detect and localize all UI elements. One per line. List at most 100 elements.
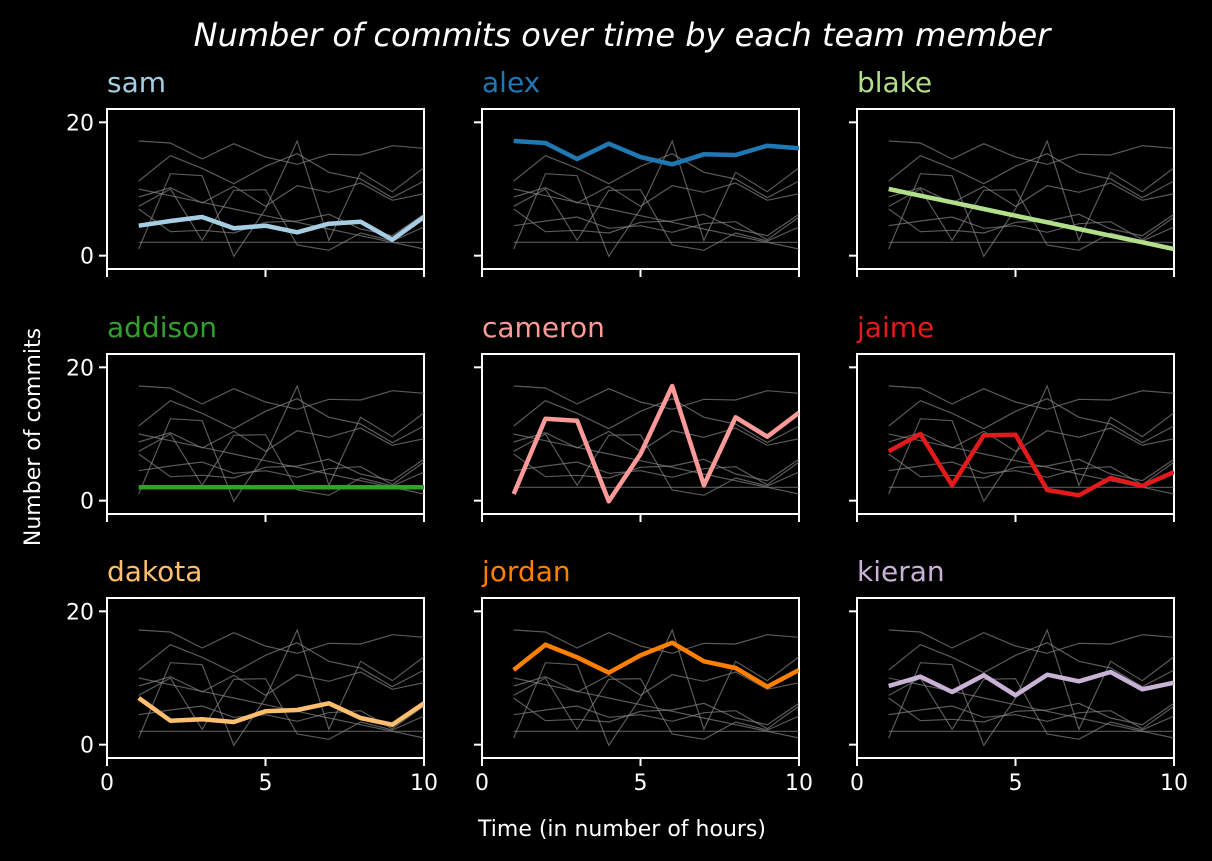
background-line-jaime xyxy=(513,677,799,740)
x-tick-label: 5 xyxy=(259,771,273,796)
y-tick-label: 20 xyxy=(66,600,94,625)
background-line-sam xyxy=(888,705,1174,730)
background-line-blake xyxy=(888,677,1174,739)
background-line-sam xyxy=(138,461,424,486)
background-line-sam xyxy=(513,705,799,730)
background-line-blake xyxy=(513,188,799,250)
panel-blake: blake xyxy=(849,66,1175,277)
background-line-jaime xyxy=(138,188,424,251)
background-line-blake xyxy=(513,677,799,739)
background-line-jordan xyxy=(888,642,1174,688)
background-line-sam xyxy=(513,216,799,241)
panel-title-jordan: jordan xyxy=(481,555,571,588)
background-line-blake xyxy=(513,433,799,495)
background-line-sam xyxy=(888,461,1174,486)
series-line-jordan xyxy=(512,640,799,689)
background-line-alex xyxy=(888,140,1174,165)
x-axis-label: Time (in number of hours) xyxy=(477,817,766,842)
panel-addison: addison 0 20 xyxy=(66,311,425,522)
background-line-blake xyxy=(138,433,424,495)
plot-area xyxy=(888,139,1174,258)
series-line-sam xyxy=(138,214,424,242)
background-line-kieran xyxy=(513,671,799,697)
background-line-kieran xyxy=(888,427,1174,453)
series-line-cameron xyxy=(511,383,799,504)
background-line-cameron xyxy=(513,139,799,258)
background-line-alex xyxy=(138,629,424,654)
background-line-sam xyxy=(513,461,799,486)
background-line-alex xyxy=(513,385,799,410)
y-tick-label: 0 xyxy=(80,245,94,270)
series-line-kieran xyxy=(888,669,1174,698)
series-line-alex xyxy=(513,138,799,167)
background-line-dakota xyxy=(888,697,1174,726)
background-line-alex xyxy=(888,385,1174,410)
plot-area xyxy=(138,384,424,503)
background-line-alex xyxy=(138,385,424,410)
background-line-jordan xyxy=(138,642,424,688)
series-line-dakota xyxy=(137,696,424,727)
x-tick-label: 5 xyxy=(634,771,648,796)
panel-title-alex: alex xyxy=(482,66,540,99)
background-line-dakota xyxy=(513,453,799,482)
y-tick-label: 0 xyxy=(80,490,94,515)
background-line-cameron xyxy=(513,628,799,747)
background-line-jordan xyxy=(138,153,424,199)
panel-title-blake: blake xyxy=(857,66,932,99)
x-tick-label: 0 xyxy=(100,771,114,796)
background-line-dakota xyxy=(888,208,1174,237)
background-line-kieran xyxy=(138,427,424,453)
panel-jaime: jaime xyxy=(849,311,1175,522)
background-line-jordan xyxy=(138,398,424,444)
panel-title-kieran: kieran xyxy=(857,555,945,588)
x-tick-label: 10 xyxy=(785,771,813,796)
background-line-cameron xyxy=(138,628,424,747)
x-tick-label: 0 xyxy=(475,771,489,796)
background-line-cameron xyxy=(138,384,424,503)
plot-area xyxy=(511,383,799,504)
background-line-cameron xyxy=(138,139,424,258)
panel-title-jaime: jaime xyxy=(856,311,934,344)
background-line-jaime xyxy=(138,433,424,496)
plot-area xyxy=(887,384,1174,503)
x-tick-label: 0 xyxy=(850,771,864,796)
background-line-kieran xyxy=(888,182,1174,208)
plot-area xyxy=(512,628,799,747)
y-axis-label: Number of commits xyxy=(21,328,46,546)
background-line-cameron xyxy=(888,139,1174,258)
panel-title-sam: sam xyxy=(107,66,166,99)
background-line-jaime xyxy=(513,433,799,496)
x-tick-label: 5 xyxy=(1009,771,1023,796)
background-line-blake xyxy=(138,677,424,739)
panels-group: sam 0 20 alex blake addison 0 20 cameron jaime dak… xyxy=(66,66,1188,796)
background-line-dakota xyxy=(138,453,424,482)
x-tick-label: 10 xyxy=(1160,771,1188,796)
panel-sam: sam 0 20 xyxy=(66,66,425,277)
panel-title-cameron: cameron xyxy=(482,311,605,344)
background-line-cameron xyxy=(888,628,1174,747)
series-line-jaime xyxy=(887,431,1174,498)
plot-area xyxy=(137,628,424,747)
plot-area xyxy=(888,628,1174,747)
background-line-dakota xyxy=(513,697,799,726)
background-line-cameron xyxy=(888,384,1174,503)
background-line-jordan xyxy=(888,398,1174,444)
background-line-dakota xyxy=(513,208,799,237)
background-line-alex xyxy=(888,629,1174,654)
panel-alex: alex xyxy=(474,66,800,277)
background-line-alex xyxy=(138,140,424,165)
background-line-kieran xyxy=(138,671,424,697)
panel-title-dakota: dakota xyxy=(107,555,202,588)
background-line-sam xyxy=(888,216,1174,241)
y-tick-label: 0 xyxy=(80,734,94,759)
panel-title-addison: addison xyxy=(107,311,217,344)
plot-area xyxy=(138,139,424,258)
panel-cameron: cameron xyxy=(474,311,800,522)
y-tick-label: 20 xyxy=(66,111,94,136)
panel-dakota: dakota 0 20 0 5 10 xyxy=(66,555,438,796)
background-line-jordan xyxy=(888,153,1174,199)
background-line-jordan xyxy=(513,398,799,444)
background-line-kieran xyxy=(513,427,799,453)
background-line-blake xyxy=(138,188,424,250)
